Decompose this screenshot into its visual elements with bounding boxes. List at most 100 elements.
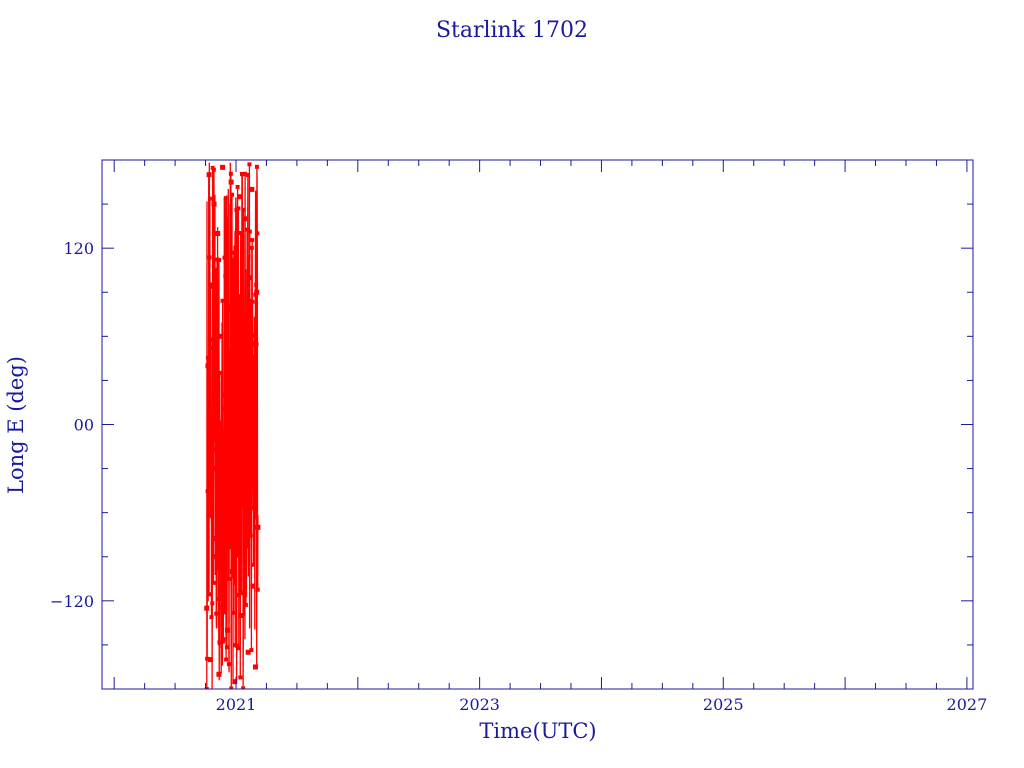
data-point xyxy=(217,640,222,645)
data-point xyxy=(247,229,252,234)
data-point xyxy=(207,592,212,597)
data-point xyxy=(249,245,254,250)
data-point xyxy=(221,430,226,435)
data-point xyxy=(229,525,234,530)
data-point xyxy=(226,307,231,312)
data-point xyxy=(213,537,218,542)
data-point xyxy=(223,196,228,201)
data-point xyxy=(247,162,252,167)
data-point xyxy=(243,171,248,176)
data-point xyxy=(220,164,226,170)
x-axis-label: Time(UTC) xyxy=(479,719,596,743)
data-point xyxy=(249,186,255,192)
x-tick-label: 2025 xyxy=(703,695,744,714)
data-point xyxy=(236,646,241,651)
data-point xyxy=(246,543,251,548)
data-point xyxy=(208,284,213,289)
data-point xyxy=(209,337,214,342)
y-tick-label: 00 xyxy=(74,416,94,435)
data-point xyxy=(243,602,248,607)
data-point xyxy=(212,438,217,443)
y-axis: 120 00 −120 xyxy=(50,159,973,690)
data-point xyxy=(214,611,219,616)
data-point xyxy=(243,539,249,545)
data-point xyxy=(217,258,222,263)
data-point xyxy=(247,374,252,379)
data-point xyxy=(212,554,218,560)
data-point xyxy=(228,171,233,176)
data-point xyxy=(222,406,227,411)
data-point xyxy=(206,173,211,178)
data-point xyxy=(209,424,214,429)
x-tick-label: 2027 xyxy=(947,695,988,714)
y-tick-label: 120 xyxy=(63,239,94,258)
data-point xyxy=(250,299,255,304)
data-point xyxy=(224,547,229,552)
data-point xyxy=(230,277,235,282)
data-point xyxy=(248,480,254,486)
data-point xyxy=(216,523,221,528)
data-point xyxy=(206,512,211,517)
data-point xyxy=(229,686,234,689)
data-point xyxy=(210,466,216,472)
data-point xyxy=(226,662,231,667)
data-point xyxy=(246,255,251,260)
data-point xyxy=(235,410,240,415)
data-point xyxy=(209,615,214,620)
data-point xyxy=(234,510,240,516)
data-point xyxy=(250,583,256,589)
data-point xyxy=(244,378,249,383)
data-point xyxy=(210,601,215,606)
x-tick-label: 2021 xyxy=(216,695,257,714)
data-point xyxy=(233,245,238,250)
data-point xyxy=(240,451,246,457)
data-point xyxy=(245,173,250,178)
data-point xyxy=(218,595,223,600)
data-point xyxy=(245,649,251,655)
data-point xyxy=(214,407,220,413)
data-point xyxy=(220,589,225,594)
data-point xyxy=(232,453,237,458)
data-point xyxy=(253,399,258,404)
data-point xyxy=(242,216,248,222)
data-point xyxy=(218,481,223,486)
data-point xyxy=(219,605,224,610)
data-point xyxy=(237,420,242,425)
data-point xyxy=(215,472,220,477)
data-point xyxy=(212,371,217,376)
data-point xyxy=(232,279,237,284)
data-point xyxy=(238,675,243,680)
data-point xyxy=(226,304,232,310)
data-point xyxy=(255,231,260,236)
data-point xyxy=(232,679,238,685)
data-point xyxy=(222,255,227,260)
data-point xyxy=(227,422,232,427)
data-point xyxy=(242,363,247,368)
data-point xyxy=(207,657,213,663)
data-point xyxy=(215,230,221,236)
data-point xyxy=(224,645,229,650)
data-point xyxy=(240,316,245,321)
data-point xyxy=(248,355,253,360)
data-point xyxy=(248,533,253,538)
data-point xyxy=(254,342,259,347)
data-point xyxy=(239,423,244,428)
data-point xyxy=(213,447,218,452)
data-point xyxy=(224,657,229,662)
data-point xyxy=(211,580,216,585)
data-point xyxy=(252,499,257,504)
data-point xyxy=(238,231,243,236)
data-point xyxy=(241,207,246,212)
data-point xyxy=(218,492,223,497)
data-point xyxy=(241,686,246,689)
data-point xyxy=(220,298,225,303)
data-point xyxy=(254,282,259,287)
data-point xyxy=(223,273,228,278)
data-point xyxy=(254,164,259,169)
data-point xyxy=(231,610,236,615)
data-point xyxy=(211,535,216,540)
data-point xyxy=(252,333,257,338)
data-point xyxy=(204,605,210,611)
data-point xyxy=(241,445,246,450)
